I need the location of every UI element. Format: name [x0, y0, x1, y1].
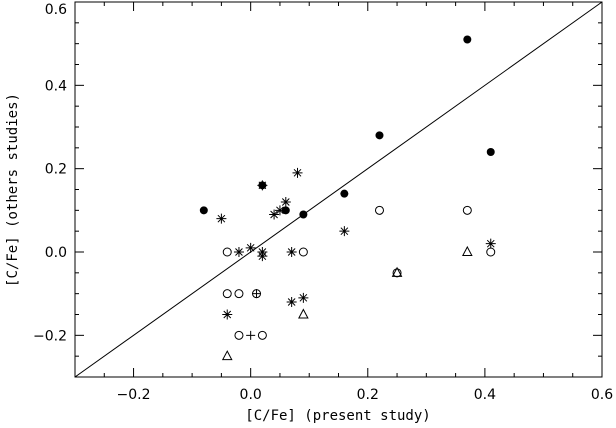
asterisk-point [216, 213, 227, 224]
open-circle-point [234, 289, 244, 299]
asterisk-point [257, 180, 268, 191]
filled-circle-point [340, 189, 349, 198]
open-circle-point [222, 289, 232, 299]
y-tick-label: 0.4 [45, 78, 67, 94]
y-tick-label: −0.2 [33, 328, 67, 344]
filled-circle-point [199, 206, 208, 215]
plus-point [246, 330, 256, 340]
x-tick-label: −0.2 [117, 387, 151, 403]
open-circle-point [222, 247, 232, 257]
asterisk-point [286, 297, 297, 307]
asterisk-point [245, 242, 256, 253]
asterisk-point [286, 247, 297, 257]
asterisk-point [269, 209, 280, 220]
filled-circle-point [463, 35, 472, 44]
one-to-one-reference-line [74, 1, 603, 378]
asterisk-point [233, 247, 244, 257]
axis-ticks [74, 1, 603, 378]
filled-circle-point [486, 148, 495, 156]
y-axis-label: [C/Fe] (others studies) [5, 93, 21, 287]
asterisk-point [274, 205, 285, 216]
y-tick-label: 0.2 [45, 162, 67, 178]
x-tick-label: 0.4 [474, 387, 496, 403]
open-triangle-point [298, 308, 309, 319]
data-points [199, 35, 496, 361]
open-triangle-point [221, 350, 233, 361]
axis-tick-labels: −0.2 0.0 0.2 0.4 0.6 −0.2 0.0 0.2 0.4 0.6 [33, 2, 613, 403]
open-circle-point [298, 247, 308, 257]
open-circle-point [462, 205, 472, 215]
open-circle-point [234, 330, 244, 340]
plus-point [252, 289, 262, 299]
x-tick-label: 0.2 [357, 387, 379, 403]
x-tick-label: 0.6 [591, 387, 613, 403]
x-tick-label: 0.0 [240, 387, 262, 403]
open-triangle-point [391, 266, 403, 277]
asterisk-point [222, 309, 233, 320]
asterisk-point [280, 197, 291, 207]
asterisk-point [257, 251, 268, 262]
asterisk-point [485, 238, 496, 249]
open-circle-point [486, 247, 496, 257]
asterisk-point [339, 226, 350, 237]
asterisk-point [298, 292, 309, 303]
x-axis-label: [C/Fe] (present study) [245, 408, 430, 424]
y-tick-label: 0.6 [45, 2, 67, 18]
y-tick-label: 0.0 [45, 245, 67, 261]
open-circle-point [257, 330, 267, 340]
filled-circle-point [375, 131, 384, 140]
open-triangle-point [461, 245, 473, 256]
open-circle-point [374, 205, 384, 215]
asterisk-point [292, 167, 303, 178]
filled-circle-point [281, 206, 290, 215]
filled-circle-point [299, 210, 308, 219]
